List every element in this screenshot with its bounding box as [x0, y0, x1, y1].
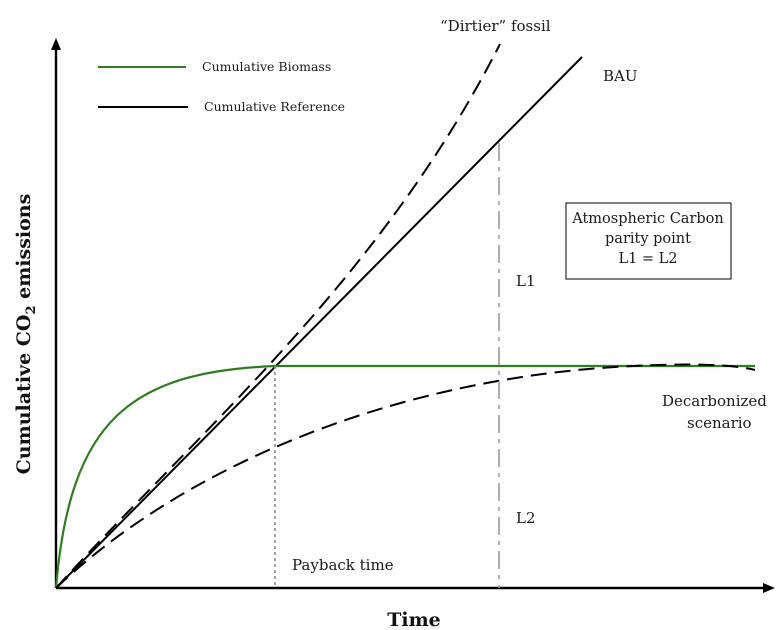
decarbonized-label-line1: Decarbonized: [662, 392, 767, 410]
dirtier-fossil-curve: [55, 43, 501, 589]
y-axis-title-tail: emissions: [13, 194, 35, 306]
y-axis-title-main: Cumulative CO: [13, 315, 35, 475]
parity-box: Atmospheric Carbon parity point L1 = L2: [565, 202, 732, 280]
parity-box-line2: parity point: [605, 231, 691, 247]
decarbonized-label-line2: scenario: [687, 414, 752, 432]
bau-label: BAU: [603, 67, 638, 85]
y-axis-title-sub: 2: [24, 305, 39, 314]
y-axis-title: Cumulative CO2 emissions: [13, 194, 39, 475]
payback-time-label: Payback time: [292, 556, 394, 574]
bau-line: [55, 56, 583, 589]
legend-biomass-label: Cumulative Biomass: [202, 59, 331, 74]
dirtier-fossil-label: “Dirtier” fossil: [440, 17, 551, 35]
l1-label: L1: [516, 272, 536, 290]
y-axis-arrow: [51, 38, 61, 50]
x-axis-title: Time: [387, 609, 441, 630]
l2-label: L2: [516, 509, 536, 527]
biomass-curve: [54, 364, 755, 589]
parity-box-line3: L1 = L2: [618, 251, 677, 267]
parity-box-line1: Atmospheric Carbon: [571, 211, 724, 227]
legend-reference-label: Cumulative Reference: [204, 99, 345, 114]
x-axis-arrow: [763, 583, 775, 593]
decarbonized-curve: [55, 363, 756, 589]
